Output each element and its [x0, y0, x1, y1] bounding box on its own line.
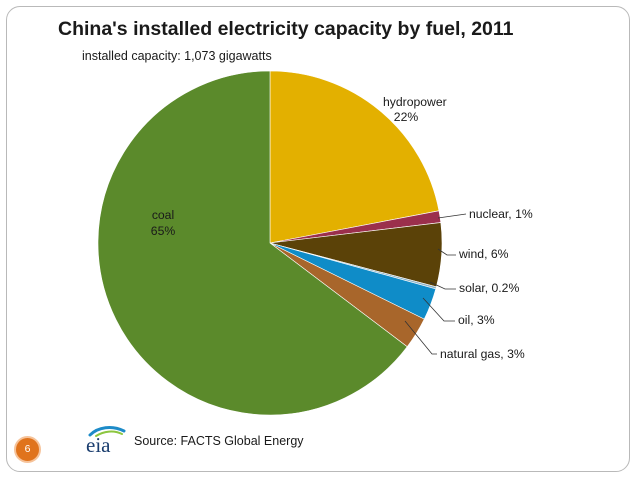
leader-line-nuclear — [437, 213, 467, 219]
leader-line-oil — [422, 297, 455, 322]
page-number-badge: 6 — [14, 436, 41, 463]
label-coal-pct: 65% — [151, 224, 176, 238]
svg-text:eia: eia — [86, 433, 111, 455]
label-hydropower-pct: 22% — [394, 110, 419, 124]
leader-line-solar — [429, 281, 456, 290]
leader-line-natural-gas — [404, 320, 437, 355]
label-nuclear: nuclear, 1% — [469, 207, 533, 221]
label-hydropower: hydropower — [383, 95, 447, 109]
source-text: Source: FACTS Global Energy — [134, 434, 304, 448]
pie-slice-coal — [97, 70, 408, 416]
eia-logo: eia — [86, 426, 126, 455]
label-solar: solar, 0.2% — [459, 281, 519, 295]
pie-slice-hydropower — [269, 70, 440, 244]
label-natural-gas: natural gas, 3% — [440, 347, 525, 361]
label-oil: oil, 3% — [458, 313, 495, 327]
label-coal: coal — [152, 208, 174, 222]
chart-subtitle: installed capacity: 1,073 gigawatts — [82, 49, 272, 63]
label-wind: wind, 6% — [458, 247, 509, 261]
leader-line-wind — [437, 248, 456, 256]
footer: eia Source: FACTS Global Energy — [84, 425, 384, 455]
chart-title: China's installed electricity capacity b… — [58, 18, 514, 40]
